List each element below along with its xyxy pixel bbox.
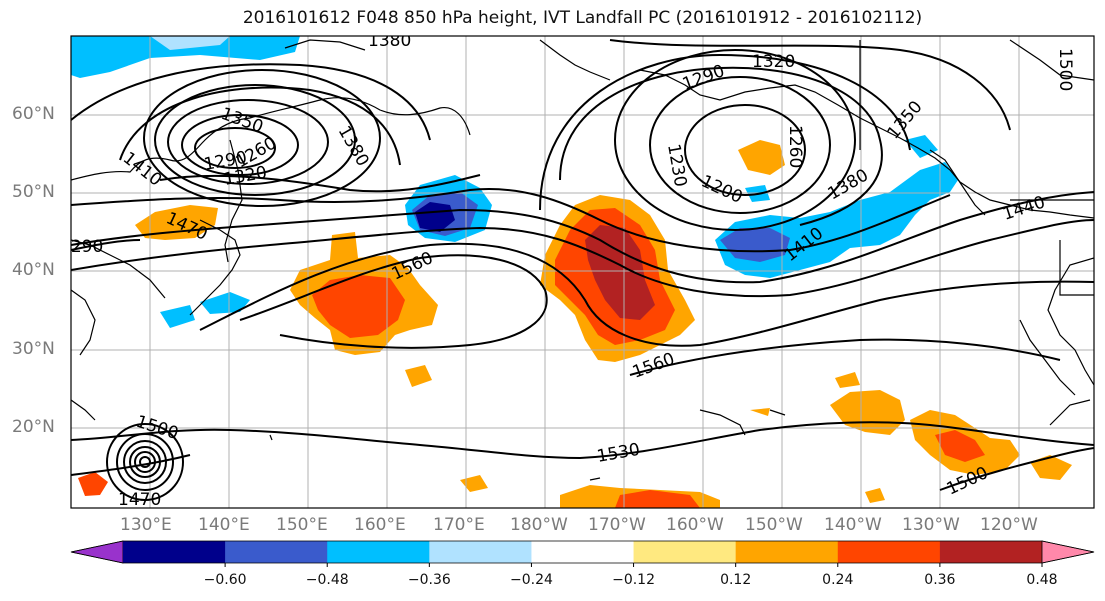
lon-label: 180°W [510, 515, 568, 535]
lon-label: 150°W [745, 515, 803, 535]
lon-label: 140°E [198, 515, 250, 535]
lon-label: 130°W [902, 515, 960, 535]
positive-ivt-region [835, 372, 860, 388]
height-contours [71, 39, 1094, 501]
contour-label: 1380 [368, 31, 411, 51]
ivt-shading [71, 36, 1072, 508]
positive-ivt-region [738, 140, 785, 175]
contour-label: 1530 [595, 440, 641, 467]
colorbar-tick-label: −0.24 [509, 572, 553, 588]
colorbar-tick-label: −0.60 [203, 572, 247, 588]
colorbar-tick-label: 0.48 [1026, 572, 1058, 588]
lon-label: 150°E [276, 515, 328, 535]
colorbar-tick-label: 0.36 [924, 572, 956, 588]
colorbar-tick-label: −0.48 [305, 572, 349, 588]
contour-label: 1350 [218, 104, 265, 138]
lat-label: 20°N [12, 417, 55, 437]
lat-label: 30°N [12, 339, 55, 359]
lat-label: 50°N [12, 182, 55, 202]
lon-label: 170°W [588, 515, 646, 535]
contour-label: 1290 [60, 237, 103, 257]
contour-label: 1260 [785, 125, 805, 168]
negative-ivt-region [720, 228, 790, 262]
contour-label: 1440 [1000, 192, 1047, 224]
positive-ivt-region [312, 275, 405, 338]
colorbar-tick-label: −0.36 [407, 572, 451, 588]
negative-ivt-region [415, 202, 455, 232]
positive-ivt-region [135, 205, 218, 240]
lon-label: 170°E [433, 515, 485, 535]
positive-ivt-region [405, 365, 432, 387]
positive-ivt-region [615, 490, 700, 508]
contour-label: 1500 [1055, 48, 1075, 91]
contour-label: 1290 [680, 61, 727, 95]
positive-ivt-region [1030, 455, 1072, 480]
contour-label: 1230 [663, 142, 690, 188]
lon-label: 130°E [120, 515, 172, 535]
positive-ivt-region [935, 430, 985, 462]
contour-label: 1380 [334, 123, 373, 170]
positive-ivt-region [750, 408, 770, 416]
negative-ivt-region [905, 135, 938, 158]
positive-ivt-region [585, 225, 655, 320]
positive-ivt-region [865, 488, 885, 503]
lon-label: 160°E [354, 515, 406, 535]
contour-label: 1500 [133, 412, 180, 444]
negative-ivt-region [71, 36, 300, 78]
contour-label: 1200 [698, 171, 746, 207]
positive-ivt-region [78, 472, 108, 496]
negative-ivt-region [200, 292, 250, 314]
contour-label: 1470 [118, 490, 161, 510]
lon-label: 120°W [980, 515, 1038, 535]
positive-ivt-region [460, 475, 488, 492]
contour-label: 1320 [752, 52, 795, 72]
map-frame [70, 35, 1095, 509]
map-title: 2016101612 F048 850 hPa height, IVT Land… [242, 8, 923, 28]
lat-label: 60°N [12, 104, 55, 124]
lat-label: 40°N [12, 260, 55, 280]
colorbar-tick-label: 0.12 [720, 572, 752, 588]
positive-ivt-region [830, 390, 905, 435]
negative-ivt-region [150, 36, 230, 50]
lon-label: 160°W [666, 515, 724, 535]
lon-label: 140°W [824, 515, 882, 535]
positive-ivt-region [160, 305, 195, 328]
colorbar-tick-label: 0.24 [822, 572, 854, 588]
colorbar-tick-label: −0.12 [612, 572, 655, 588]
